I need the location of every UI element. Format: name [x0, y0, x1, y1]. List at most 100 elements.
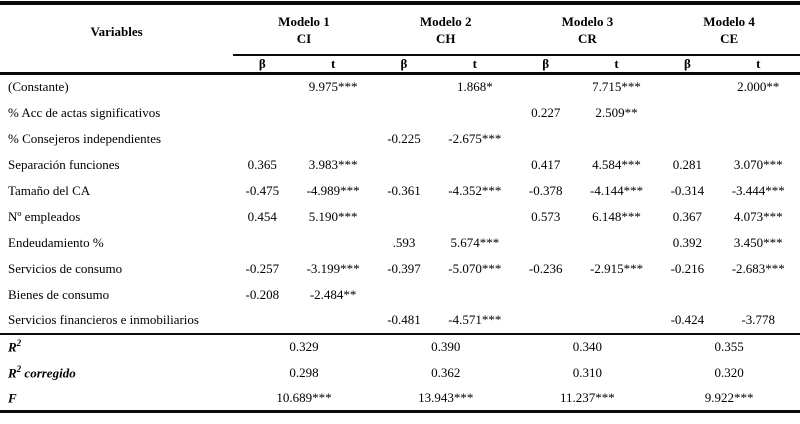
beta-value-cell	[375, 204, 433, 230]
table-body: (Constante) 9.975*** 1.868* 7.715*** 2.000**…	[0, 74, 800, 334]
stat-value-cell: 0.329	[233, 332, 375, 360]
beta-value-cell	[233, 126, 291, 152]
table-header: Variables Modelo 1 CI Modelo 2 CH Modelo 3 CR…	[0, 3, 800, 75]
t-value-cell	[575, 308, 658, 334]
beta-value-cell	[233, 100, 291, 126]
beta-value-cell	[375, 100, 433, 126]
beta-value-cell: -0.236	[528, 260, 563, 276]
table-row: Endeudamiento % .593 5.674*** 0.392 3.450***	[0, 230, 800, 256]
model-name: Modelo 4	[703, 13, 755, 29]
stat-label: F	[0, 386, 233, 412]
t-value-cell	[433, 152, 516, 178]
t-value-cell: 2.000**	[737, 79, 780, 95]
stat-value-cell: 13.943***	[418, 389, 474, 405]
model-name: Modelo 3	[561, 13, 614, 29]
t-column-header: t	[433, 55, 517, 75]
stat-label-base: R	[8, 339, 17, 355]
beta-value-cell: -0.225	[387, 130, 421, 146]
table-row: (Constante) 9.975*** 1.868* 7.715*** 2.000**	[0, 74, 800, 100]
beta-value-cell	[375, 282, 433, 308]
t-value-cell: -2.484**	[309, 286, 357, 302]
beta-value-cell: -0.481	[387, 312, 421, 327]
t-value-cell: -5.070***	[448, 260, 502, 276]
beta-value-cell	[517, 74, 575, 100]
t-value-cell: -3.778	[741, 312, 776, 327]
t-value-cell: 5.190***	[308, 208, 358, 224]
variable-label: Servicios de consumo	[8, 260, 123, 276]
beta-value-cell: -0.314	[670, 182, 705, 198]
t-value-cell: -4.989***	[306, 182, 360, 198]
beta-value-cell: -0.397	[387, 260, 421, 276]
t-value-cell: -4.571***	[448, 312, 502, 327]
beta-value-cell	[233, 230, 291, 256]
beta-value-cell: 0.281	[672, 156, 703, 172]
beta-column-header: β	[516, 55, 575, 75]
stat-label: R2 corregido	[0, 360, 233, 386]
beta-value-cell	[375, 152, 433, 178]
stat-label-superscript: 2	[16, 363, 22, 374]
beta-value-cell: 0.365	[247, 156, 277, 172]
stat-value-cell: 0.355	[658, 332, 800, 360]
t-value-cell	[291, 100, 374, 126]
beta-value-cell	[233, 74, 291, 100]
stat-row: F 10.689*** 13.943*** 11.237*** 9.922***	[0, 386, 800, 412]
stat-value-cell: 0.320	[714, 364, 744, 380]
beta-value-cell	[233, 308, 291, 334]
beta-column-header: β	[374, 55, 434, 75]
beta-value-cell: -0.257	[245, 260, 280, 276]
beta-value-cell: -0.475	[245, 182, 280, 198]
t-value-cell	[717, 126, 800, 152]
table-row: Tamaño del CA -0.475 -4.989*** -0.361 -4.352…	[0, 178, 800, 204]
table-row: % Consejeros independientes -0.225 -2.675*…	[0, 126, 800, 152]
stat-label-base: F	[8, 390, 17, 406]
model-name: Modelo 2	[419, 13, 472, 29]
t-value-cell: -3.199***	[306, 260, 360, 276]
t-column-header: t	[716, 55, 800, 75]
variable-label: % Consejeros independientes	[8, 130, 162, 146]
beta-value-cell: .593	[392, 234, 416, 250]
beta-value-cell	[517, 126, 575, 152]
stat-value-cell: 0.390	[374, 332, 517, 360]
beta-value-cell: -0.378	[528, 182, 563, 198]
beta-value-cell	[517, 230, 575, 256]
t-value-cell: -2.675***	[448, 130, 502, 146]
beta-value-cell	[658, 282, 716, 308]
stat-value-cell: 0.310	[572, 364, 603, 380]
beta-value-cell: 0.392	[672, 234, 703, 250]
t-value-cell: 3.983***	[308, 156, 358, 172]
beta-value-cell: -0.216	[670, 260, 705, 276]
beta-value-cell: -0.208	[245, 286, 280, 302]
variable-label: Endeudamiento %	[8, 234, 104, 250]
stat-value-cell: 11.237***	[560, 389, 615, 405]
beta-value-cell: 0.367	[672, 208, 703, 224]
table-stats: R2 0.329 0.390 0.340 0.355 R2 corregido 0.298 0…	[0, 332, 800, 412]
variable-label: (Constante)	[8, 79, 69, 95]
beta-value-cell	[658, 74, 716, 100]
model-dependent-variable: CE	[720, 30, 739, 46]
beta-column-header: β	[233, 55, 292, 75]
t-value-cell: 6.148***	[592, 208, 641, 224]
t-value-cell	[433, 204, 516, 230]
model-header-2: Modelo 2 CH	[374, 3, 517, 56]
t-value-cell	[575, 230, 658, 256]
t-value-cell	[575, 126, 658, 152]
t-value-cell: -2.683***	[731, 260, 785, 276]
model-name: Modelo 1	[278, 13, 330, 29]
table-row: Separación funciones 0.365 3.983*** 0.417 4.…	[0, 152, 800, 178]
t-value-cell	[291, 126, 374, 152]
model-dependent-variable: CH	[435, 30, 456, 46]
beta-value-cell	[658, 126, 716, 152]
beta-value-cell: -0.424	[670, 312, 705, 327]
t-column-header: t	[574, 55, 659, 75]
t-value-cell: 5.674***	[450, 234, 500, 250]
beta-value-cell: 0.417	[531, 156, 561, 172]
stat-row: R2 corregido 0.298 0.362 0.310 0.320	[0, 360, 800, 386]
model-header-1: Modelo 1 CI	[233, 3, 375, 56]
model-header-4: Modelo 4 CE	[658, 3, 800, 56]
t-value-cell: 2.509**	[595, 104, 638, 120]
model-header-row: Variables Modelo 1 CI Modelo 2 CH Modelo 3 CR…	[0, 3, 800, 75]
table-row: Servicios financieros e inmobiliarios -0.…	[0, 308, 800, 334]
t-value-cell: -3.444***	[731, 182, 785, 198]
model-dependent-variable: CR	[578, 30, 597, 46]
t-value-cell	[291, 308, 374, 334]
